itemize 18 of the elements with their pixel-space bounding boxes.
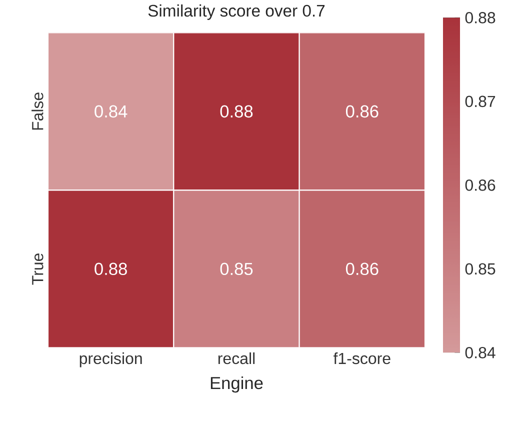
color-bar-label: 0.88: [465, 12, 496, 24]
data-label: 0.86: [346, 262, 378, 276]
x-axis-title: Engine: [210, 376, 263, 393]
x-tick-label: precision: [80, 352, 142, 368]
color-bar-label: 0.86: [465, 180, 496, 191]
color-bar-label: 0.87: [465, 96, 496, 108]
color-bar-label: 0.84: [465, 347, 496, 358]
y-tick-label: True: [32, 254, 44, 285]
x-tick-label: f1-score: [333, 352, 390, 364]
data-label: 0.88: [220, 105, 253, 118]
color-bar-label: 0.85: [465, 263, 496, 275]
data-label: 0.88: [94, 262, 127, 276]
data-label: 0.86: [346, 105, 378, 118]
data-label: 0.84: [94, 105, 128, 118]
y-tick-label: False: [32, 92, 44, 130]
x-tick-label: recall: [218, 352, 255, 364]
chart-title: Similarity score over 0.7: [148, 4, 325, 20]
data-label: 0.85: [220, 262, 253, 276]
